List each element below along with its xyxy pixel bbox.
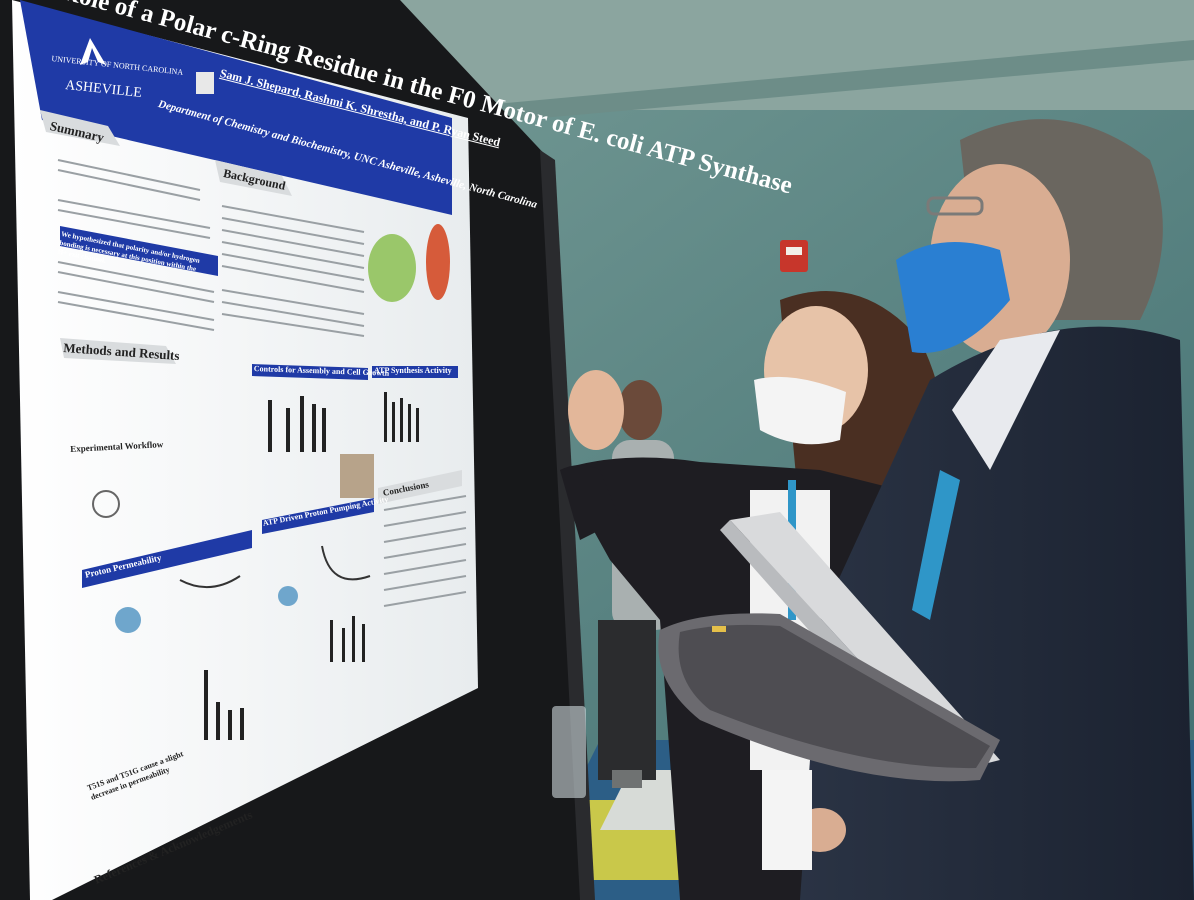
pumping-bar-chart — [330, 616, 365, 662]
held-portfolio — [658, 613, 1000, 782]
fire-alarm — [780, 240, 808, 272]
proton-permeability-bar — [82, 530, 252, 588]
controls-bar-chart — [268, 396, 326, 452]
summary-tab — [40, 110, 120, 146]
western-blot-image — [340, 454, 374, 498]
qr-code — [196, 72, 214, 94]
proton-pumping-bar — [262, 498, 374, 534]
hypothesis-bar — [60, 226, 218, 276]
protein-structure-figure-2 — [426, 224, 450, 300]
university-logo — [80, 38, 106, 65]
vesicle-diagram-2 — [278, 586, 298, 606]
atp-activity-bar-chart — [384, 392, 419, 442]
atp-activity-bar — [372, 366, 458, 378]
poster-paper — [12, 0, 478, 900]
fire-alarm-strobe — [786, 247, 802, 255]
glasses — [926, 196, 984, 216]
name-badge — [762, 770, 812, 870]
permeability-curve — [179, 575, 241, 589]
poster-header-band — [20, 0, 452, 215]
protein-structure-figure — [368, 234, 416, 302]
permeability-bar-chart — [204, 670, 244, 740]
plastic-pocket — [552, 706, 586, 798]
background-text-lines — [221, 205, 365, 337]
proton-pumping-curve — [321, 545, 371, 581]
background-tab — [215, 160, 292, 196]
wall-ledge — [430, 40, 1194, 128]
conclusions-text-lines — [383, 495, 467, 607]
conclusions-bar — [378, 470, 462, 504]
controls-bar — [252, 364, 368, 380]
methods-tab — [60, 338, 176, 364]
summary-text-lines — [57, 159, 215, 331]
plasmid-diagram — [92, 490, 120, 518]
vesicle-diagram-1 — [115, 607, 141, 633]
atp-activity-heading: ATP Synthesis Activity — [374, 366, 452, 375]
